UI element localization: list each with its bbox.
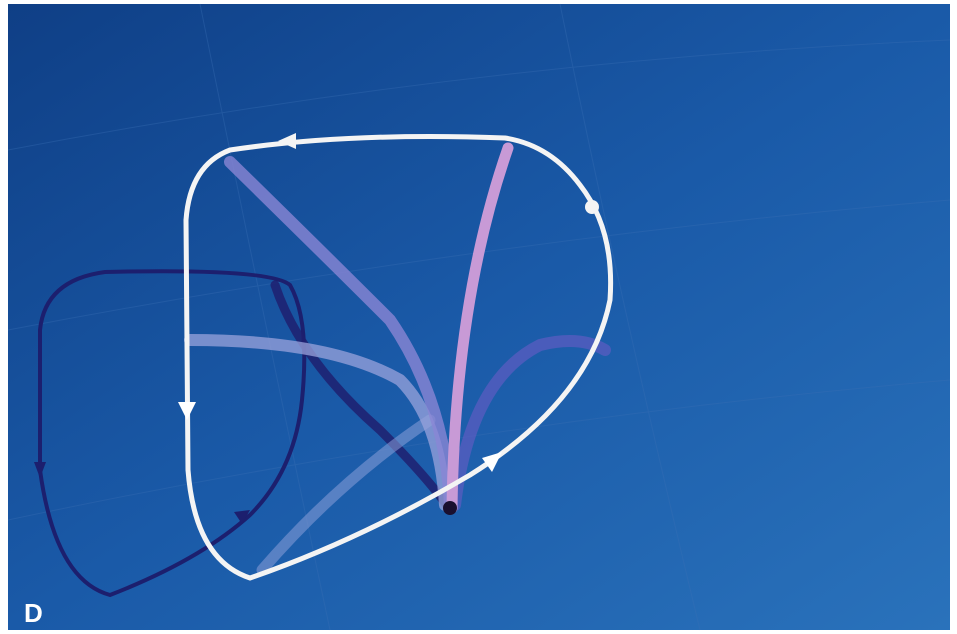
- arrow: [34, 462, 46, 478]
- tube: [270, 280, 455, 515]
- tube: [256, 414, 436, 576]
- arrow: [234, 510, 250, 524]
- arrow: [585, 200, 599, 214]
- tube: [449, 335, 611, 511]
- trajectory-loop: [183, 134, 614, 581]
- arrow: [482, 452, 502, 472]
- tube: [184, 334, 451, 511]
- panel-label: D: [24, 598, 43, 628]
- background: [8, 4, 950, 630]
- tube: [446, 142, 514, 514]
- tube: [224, 156, 456, 511]
- arrow: [278, 133, 296, 149]
- origin: [443, 501, 457, 515]
- arrow: [178, 402, 196, 420]
